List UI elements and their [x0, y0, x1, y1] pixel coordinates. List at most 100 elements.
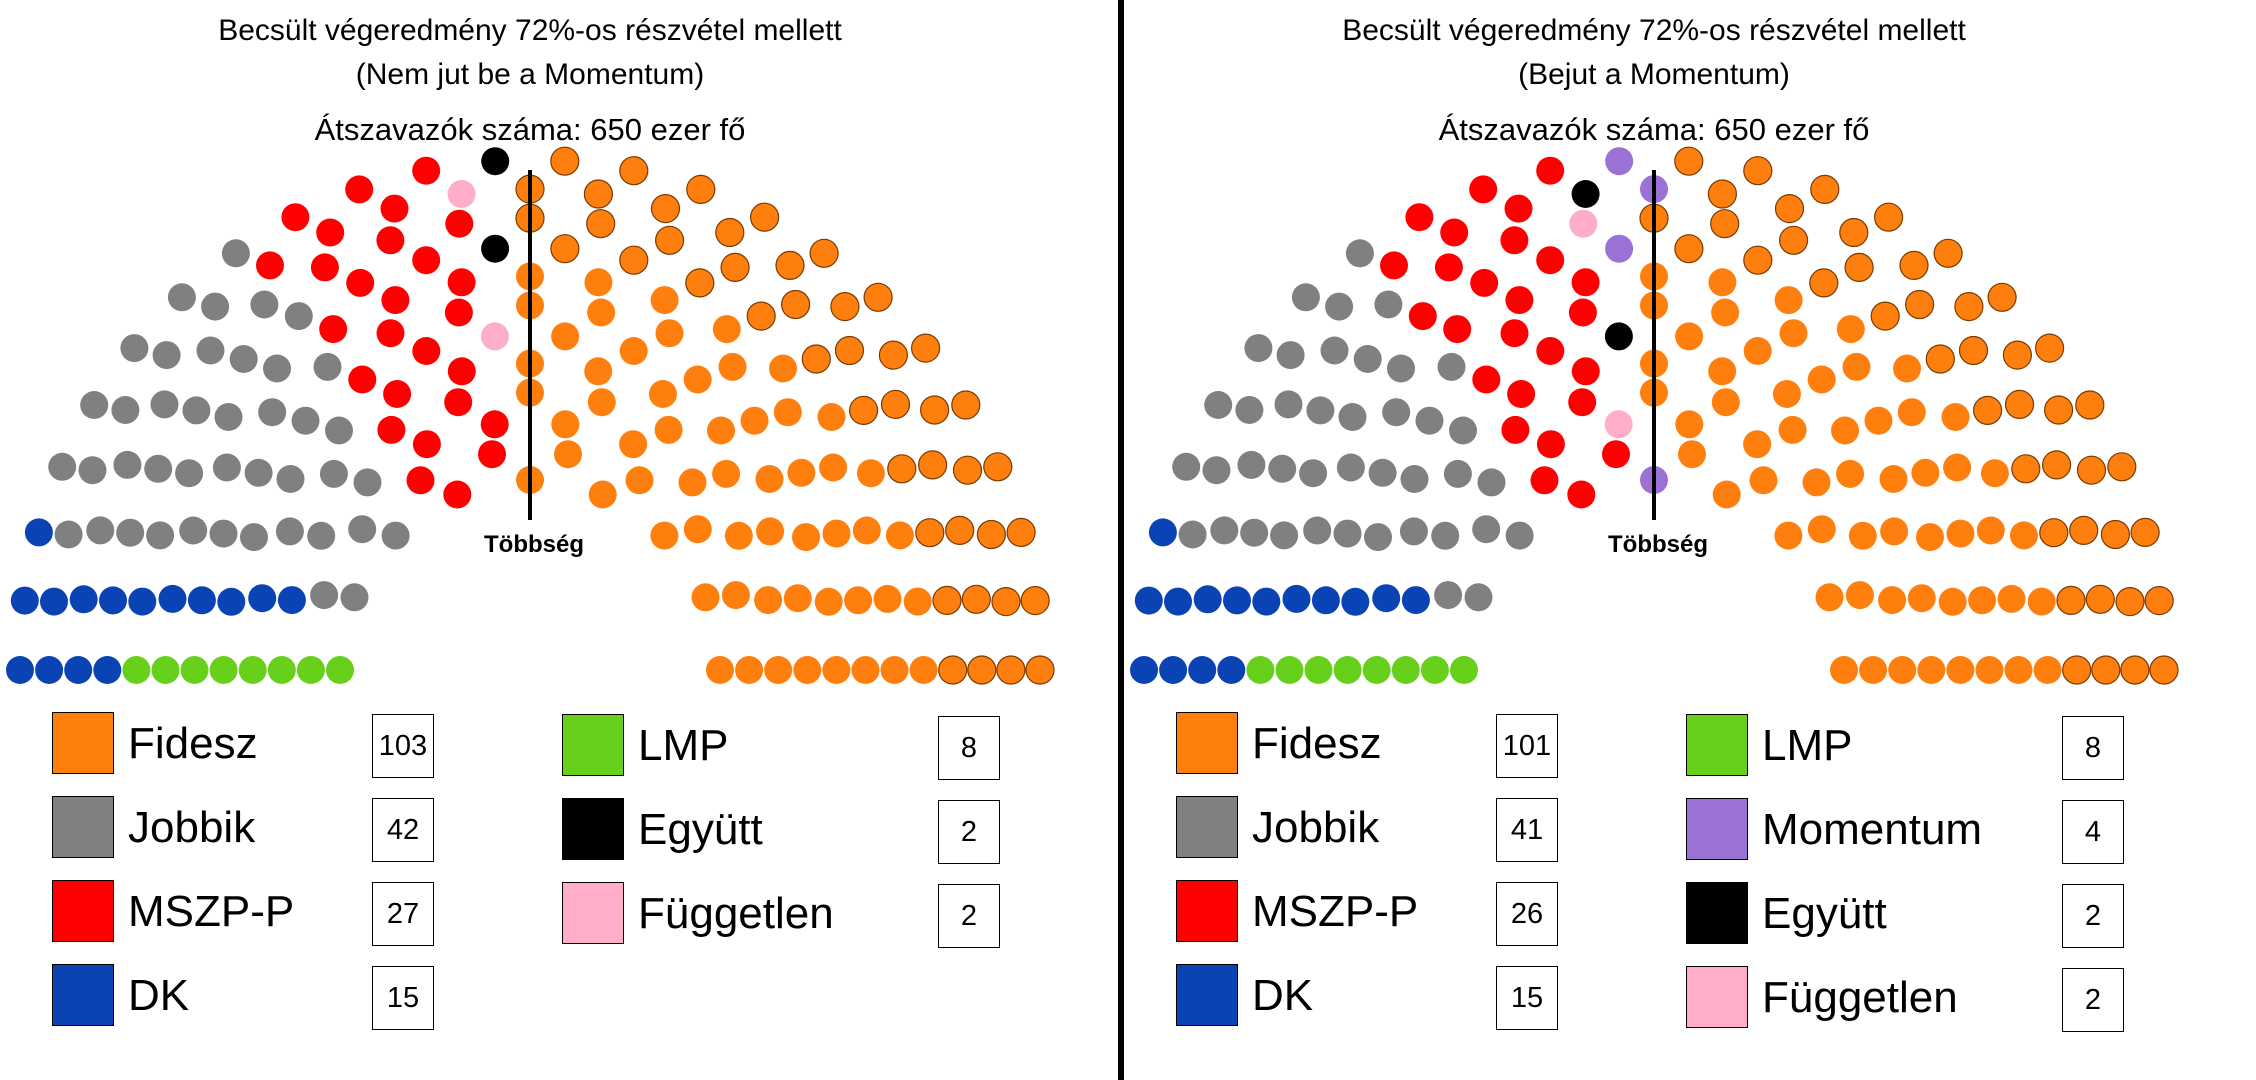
- seat-fidesz: [783, 584, 812, 613]
- seat-fidesz: [746, 301, 776, 331]
- seat-jobbik: [179, 516, 208, 545]
- seat-jobbik: [54, 520, 83, 549]
- seat-momentum: [1605, 234, 1634, 263]
- seat-fidesz: [1836, 315, 1865, 344]
- seat-jobbik: [348, 515, 377, 544]
- seat-momentum: [1605, 147, 1634, 176]
- seat-jobbik: [291, 406, 320, 435]
- seat-jobbik: [146, 521, 175, 550]
- seat-fidesz: [2033, 656, 2062, 684]
- seat-fidesz: [1938, 587, 1967, 616]
- seat-fidesz: [1933, 238, 1963, 268]
- seat-fidesz: [551, 410, 580, 439]
- legend-label: LMP: [1762, 721, 1853, 770]
- seat-fidesz: [814, 587, 843, 616]
- seat-count-fidesz: 101: [1496, 714, 1558, 778]
- seat-jobbik: [1353, 345, 1382, 373]
- seat-count-fuggetlen: 2: [2062, 968, 2124, 1032]
- seat-lmp: [1391, 656, 1420, 684]
- seat-mszp-p: [1440, 218, 1469, 247]
- seat-fidesz: [1774, 286, 1803, 315]
- seat-lmp: [1420, 656, 1449, 684]
- seat-fidesz: [909, 656, 938, 684]
- seat-fidesz: [2115, 587, 2145, 617]
- seat-mszp-p: [1380, 251, 1408, 280]
- seat-fidesz: [587, 298, 616, 327]
- seat-fidesz: [1980, 459, 2009, 488]
- seat-fidesz: [1774, 193, 1805, 224]
- seat-mszp-p: [412, 156, 441, 185]
- seat-fidesz: [755, 465, 784, 493]
- seat-fidesz: [1916, 523, 1944, 552]
- seat-fidesz: [801, 344, 831, 374]
- seat-jobbik: [1443, 459, 1472, 488]
- seat-fidesz: [945, 515, 975, 545]
- seat-fidesz: [1708, 268, 1737, 297]
- legend-swatch: [1176, 796, 1238, 858]
- seat-jobbik: [313, 352, 342, 381]
- seat-fidesz: [2043, 395, 2074, 425]
- seat-jobbik: [1325, 292, 1354, 321]
- seat-jobbik: [250, 290, 279, 319]
- seat-jobbik: [1477, 468, 1506, 497]
- seat-jobbik: [212, 453, 241, 482]
- chart-panel-right: Becsült végeredmény 72%-os részvétel mel…: [1124, 0, 2244, 1080]
- chart-note: Átszavazók száma: 650 ezer fő: [1438, 112, 1870, 147]
- seat-dk: [128, 587, 157, 616]
- seat-jobbik: [1274, 390, 1303, 419]
- seat-fidesz: [1845, 581, 1874, 610]
- seat-fidesz: [586, 209, 616, 239]
- seat-jobbik: [1320, 336, 1349, 365]
- seat-mszp-p: [1472, 365, 1501, 394]
- seat-fidesz: [834, 335, 865, 366]
- seat-dk: [277, 586, 306, 615]
- seat-fidesz: [1025, 655, 1055, 685]
- seat-fidesz: [915, 518, 945, 548]
- seat-fidesz: [1711, 388, 1740, 417]
- seat-fidesz: [1946, 656, 1975, 684]
- seat-fidesz: [844, 586, 873, 615]
- legend-label: DK: [128, 971, 190, 1020]
- seat-fidesz: [983, 452, 1013, 482]
- seat-mszp-p: [1536, 430, 1565, 459]
- seat-jobbik: [1336, 453, 1365, 482]
- legend-label: Fidesz: [1252, 719, 1382, 768]
- seat-fidesz: [991, 587, 1021, 617]
- seat-fidesz: [885, 521, 914, 550]
- seat-fidesz: [1911, 458, 1940, 487]
- chart-note: Átszavazók száma: 650 ezer fő: [314, 112, 746, 147]
- seat-fidesz: [625, 466, 654, 495]
- seat-mszp-p: [1504, 194, 1533, 223]
- seat-fidesz: [932, 585, 962, 615]
- seat-mszp-p: [406, 466, 435, 495]
- seat-mszp-p: [383, 380, 412, 408]
- seat-mszp-p: [1507, 380, 1536, 408]
- seat-fidesz: [1674, 146, 1704, 176]
- seat-fidesz: [856, 459, 885, 488]
- seat-jobbik: [1306, 396, 1335, 425]
- legend-swatch: [52, 712, 114, 774]
- seat-dk: [1130, 656, 1158, 684]
- seat-fidesz: [878, 340, 909, 370]
- seat-fidesz: [1975, 656, 2004, 684]
- seat-jobbik: [152, 341, 181, 370]
- seat-fidesz: [1976, 516, 2005, 545]
- seat-mszp-p: [345, 175, 374, 204]
- seat-dk: [248, 584, 277, 613]
- seat-mszp-p: [376, 319, 405, 348]
- seat-fidesz: [2130, 517, 2160, 547]
- seat-jobbik: [182, 396, 211, 425]
- seat-fidesz: [650, 193, 681, 224]
- seat-mszp-p: [1470, 268, 1499, 297]
- seat-jobbik: [1374, 290, 1403, 319]
- seat-jobbik: [48, 452, 77, 481]
- legend-swatch: [52, 796, 114, 858]
- seat-mszp-p: [1500, 319, 1529, 348]
- seat-fidesz: [583, 179, 614, 209]
- seat-fidesz: [787, 458, 816, 487]
- seat-dk: [1193, 585, 1222, 614]
- seat-fidesz: [648, 380, 677, 408]
- seat-fidesz: [1946, 519, 1975, 548]
- seat-fidesz: [1954, 292, 1984, 322]
- seat-dk: [1148, 518, 1177, 547]
